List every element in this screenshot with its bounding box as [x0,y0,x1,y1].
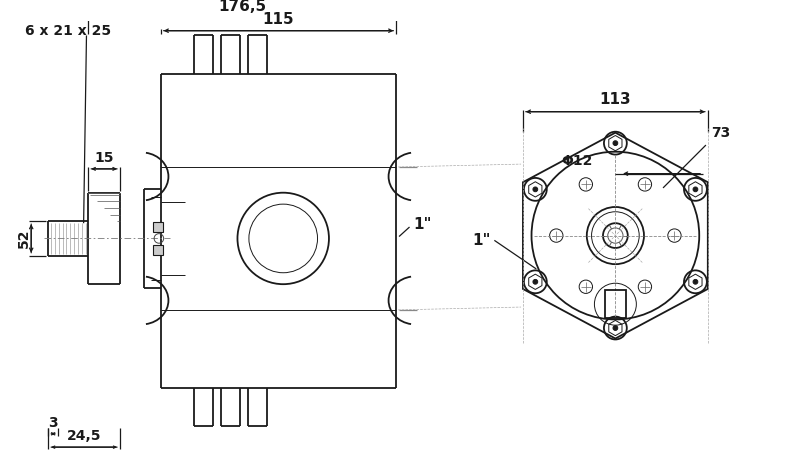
Text: 113: 113 [599,92,631,107]
Bar [605,290,626,319]
Text: Φ12: Φ12 [562,154,593,168]
Text: 115: 115 [262,12,294,27]
Circle shape [613,326,618,330]
Bar [153,222,162,232]
Text: 15: 15 [94,151,114,165]
Text: 3: 3 [48,416,58,430]
Text: 73: 73 [710,126,730,140]
Text: 1": 1" [414,216,432,232]
Circle shape [693,187,698,192]
Text: 1": 1" [473,233,491,248]
Circle shape [613,141,618,145]
Text: 52: 52 [17,229,30,248]
Text: 24,5: 24,5 [67,429,102,443]
Circle shape [533,279,538,284]
Bar [153,245,162,255]
Text: 6 x 21 x 25: 6 x 21 x 25 [25,24,110,38]
Circle shape [693,279,698,284]
Circle shape [533,187,538,192]
Text: 176,5: 176,5 [218,0,266,14]
